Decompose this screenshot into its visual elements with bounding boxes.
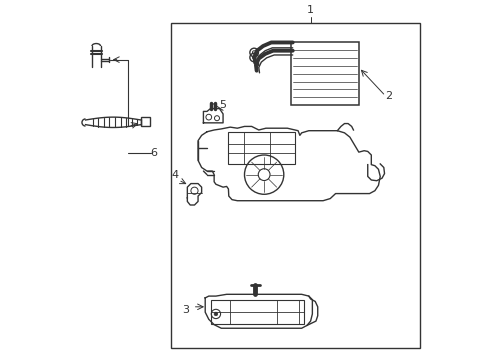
- Bar: [141, 117, 149, 126]
- Text: 6: 6: [150, 148, 157, 158]
- Circle shape: [214, 312, 217, 316]
- Text: 3: 3: [182, 305, 189, 315]
- Bar: [290, 42, 358, 105]
- Bar: [171, 23, 419, 348]
- Text: 1: 1: [306, 5, 313, 15]
- Bar: [228, 132, 294, 164]
- Bar: [210, 300, 304, 324]
- Text: 2: 2: [385, 91, 392, 101]
- Text: 5: 5: [219, 100, 226, 110]
- Text: 4: 4: [171, 170, 178, 180]
